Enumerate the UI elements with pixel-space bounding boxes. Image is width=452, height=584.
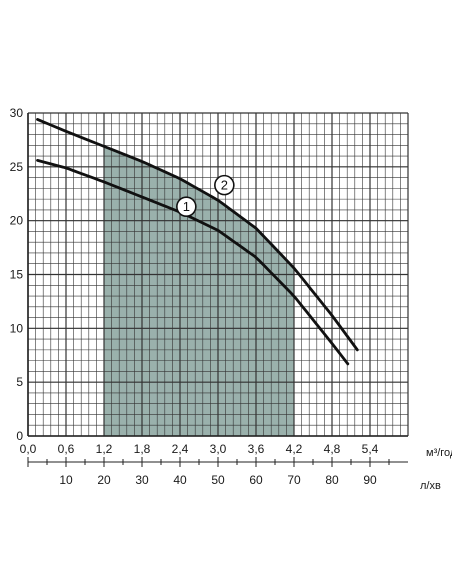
curve-markers-layer: 12 bbox=[176, 174, 235, 217]
x-tick-label: 1,2 bbox=[96, 442, 113, 456]
y-tick-label: 0 bbox=[16, 429, 23, 443]
x-secondary-tick-label: 20 bbox=[97, 473, 111, 487]
curves-layer bbox=[36, 118, 359, 366]
curve-marker-label-2: 2 bbox=[221, 178, 228, 193]
x-secondary-tick-label: 60 bbox=[249, 473, 263, 487]
y-tick-label: 30 bbox=[10, 106, 24, 120]
x-secondary-tick-label: 10 bbox=[59, 473, 73, 487]
x-secondary-tick-label: 30 bbox=[135, 473, 149, 487]
y-tick-label: 10 bbox=[10, 321, 24, 335]
x-primary-unit-label: м³/год bbox=[426, 447, 452, 459]
x-tick-label: 2,4 bbox=[172, 442, 189, 456]
curve-marker-label-1: 1 bbox=[183, 199, 190, 214]
x-tick-label: 5,4 bbox=[362, 442, 379, 456]
y-tick-label: 20 bbox=[10, 214, 24, 228]
y-tick-label: 5 bbox=[16, 375, 23, 389]
axes-layer bbox=[27, 113, 408, 467]
x-tick-label: 1,8 bbox=[134, 442, 151, 456]
x-secondary-tick-label: 90 bbox=[363, 473, 377, 487]
x-secondary-tick-label: 70 bbox=[287, 473, 301, 487]
x-tick-label: 4,8 bbox=[324, 442, 341, 456]
curve-marker-circle-2 bbox=[214, 174, 235, 196]
x-secondary-unit-label: л/хв bbox=[420, 480, 441, 492]
x-tick-label: 4,2 bbox=[286, 442, 303, 456]
x-tick-label: 3,6 bbox=[248, 442, 265, 456]
y-tick-label: 15 bbox=[10, 268, 24, 282]
unit-labels-layer: м³/год л/хв bbox=[420, 447, 452, 492]
x-tick-label: 0,0 bbox=[20, 442, 37, 456]
curve-marker-circle-1 bbox=[176, 196, 197, 217]
tick-labels-layer: 0 5 10 15 20 25 30 0,0 0,6 1,2 1,8 2,4 3,0 3,6 4,2 4,8 5… bbox=[10, 106, 379, 487]
x-secondary-tick-label: 80 bbox=[325, 473, 339, 487]
y-tick-label: 25 bbox=[10, 160, 24, 174]
pump-curve-1 bbox=[36, 158, 350, 366]
major-grid-layer bbox=[27, 112, 409, 437]
pump-curve-2 bbox=[36, 118, 359, 352]
working-zone-layer bbox=[104, 146, 294, 437]
x-secondary-tick-label: 50 bbox=[211, 473, 225, 487]
x-tick-label: 0,6 bbox=[58, 442, 75, 456]
x-tick-label: 3,0 bbox=[210, 442, 227, 456]
x-secondary-tick-label: 40 bbox=[173, 473, 187, 487]
working-zone-area bbox=[104, 146, 294, 437]
